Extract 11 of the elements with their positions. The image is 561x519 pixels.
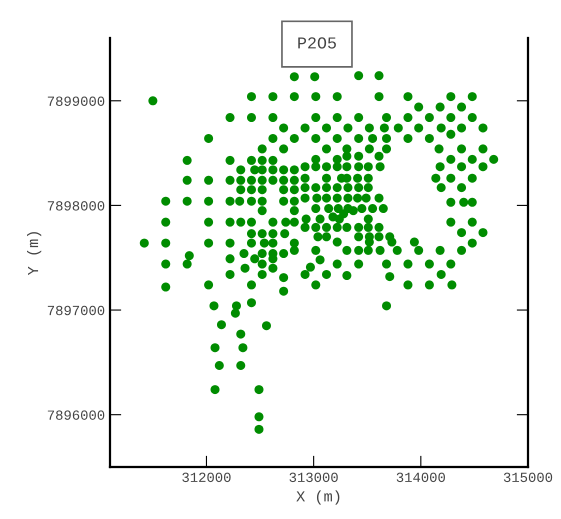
y-tick-label: 7898000 (48, 201, 104, 211)
x-tick-label: 313000 (290, 472, 338, 482)
x-tick-label: 315000 (504, 472, 552, 482)
x-tick-label: 312000 (182, 472, 231, 482)
x-tick-label: 314000 (396, 472, 445, 482)
y-axis-title: Y (m) (26, 232, 42, 276)
y-tick-label: 7896000 (48, 410, 104, 420)
y-tick-label: 7897000 (48, 306, 104, 316)
x-axis-title: X (m) (296, 490, 340, 505)
y-tick-label: 7899000 (48, 96, 104, 106)
chart-title: P2O5 (298, 37, 336, 49)
